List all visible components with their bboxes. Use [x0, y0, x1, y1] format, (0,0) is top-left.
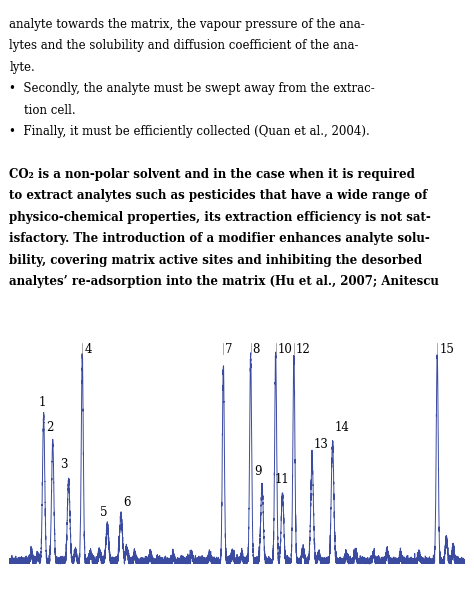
Text: isfactory. The introduction of a modifier enhances analyte solu-: isfactory. The introduction of a modifie… — [9, 232, 430, 245]
Text: bility, covering matrix active sites and inhibiting the desorbed: bility, covering matrix active sites and… — [9, 254, 423, 267]
Text: 8: 8 — [253, 343, 260, 356]
Text: 14: 14 — [334, 421, 349, 434]
Text: tion cell.: tion cell. — [9, 103, 76, 116]
Text: •  Finally, it must be efficiently collected (Quan et al., 2004).: • Finally, it must be efficiently collec… — [9, 125, 370, 138]
Text: CO₂ is a non-polar solvent and in the case when it is required: CO₂ is a non-polar solvent and in the ca… — [9, 168, 415, 181]
Text: 12: 12 — [296, 343, 310, 356]
Text: physico-chemical properties, its extraction efficiency is not sat-: physico-chemical properties, its extract… — [9, 211, 431, 224]
Text: 5: 5 — [100, 506, 108, 519]
Text: 2: 2 — [46, 421, 54, 434]
Text: lyte.: lyte. — [9, 61, 35, 74]
Text: 6: 6 — [123, 496, 131, 509]
Text: 7: 7 — [225, 343, 233, 356]
Text: lytes and the solubility and diffusion coefficient of the ana-: lytes and the solubility and diffusion c… — [9, 39, 359, 52]
Text: 13: 13 — [314, 438, 329, 451]
Text: 3: 3 — [61, 459, 68, 472]
Text: analytes’ re-adsorption into the matrix (Hu et al., 2007; Anitescu: analytes’ re-adsorption into the matrix … — [9, 275, 439, 288]
Text: 10: 10 — [277, 343, 292, 356]
Text: analyte towards the matrix, the vapour pressure of the ana-: analyte towards the matrix, the vapour p… — [9, 18, 365, 31]
Text: 4: 4 — [84, 343, 92, 356]
Text: 15: 15 — [439, 343, 455, 356]
Text: •  Secondly, the analyte must be swept away from the extrac-: • Secondly, the analyte must be swept aw… — [9, 82, 375, 95]
Text: 1: 1 — [38, 396, 46, 409]
Text: 11: 11 — [274, 473, 289, 486]
Text: 9: 9 — [255, 465, 262, 478]
Text: to extract analytes such as pesticides that have a wide range of: to extract analytes such as pesticides t… — [9, 189, 428, 202]
